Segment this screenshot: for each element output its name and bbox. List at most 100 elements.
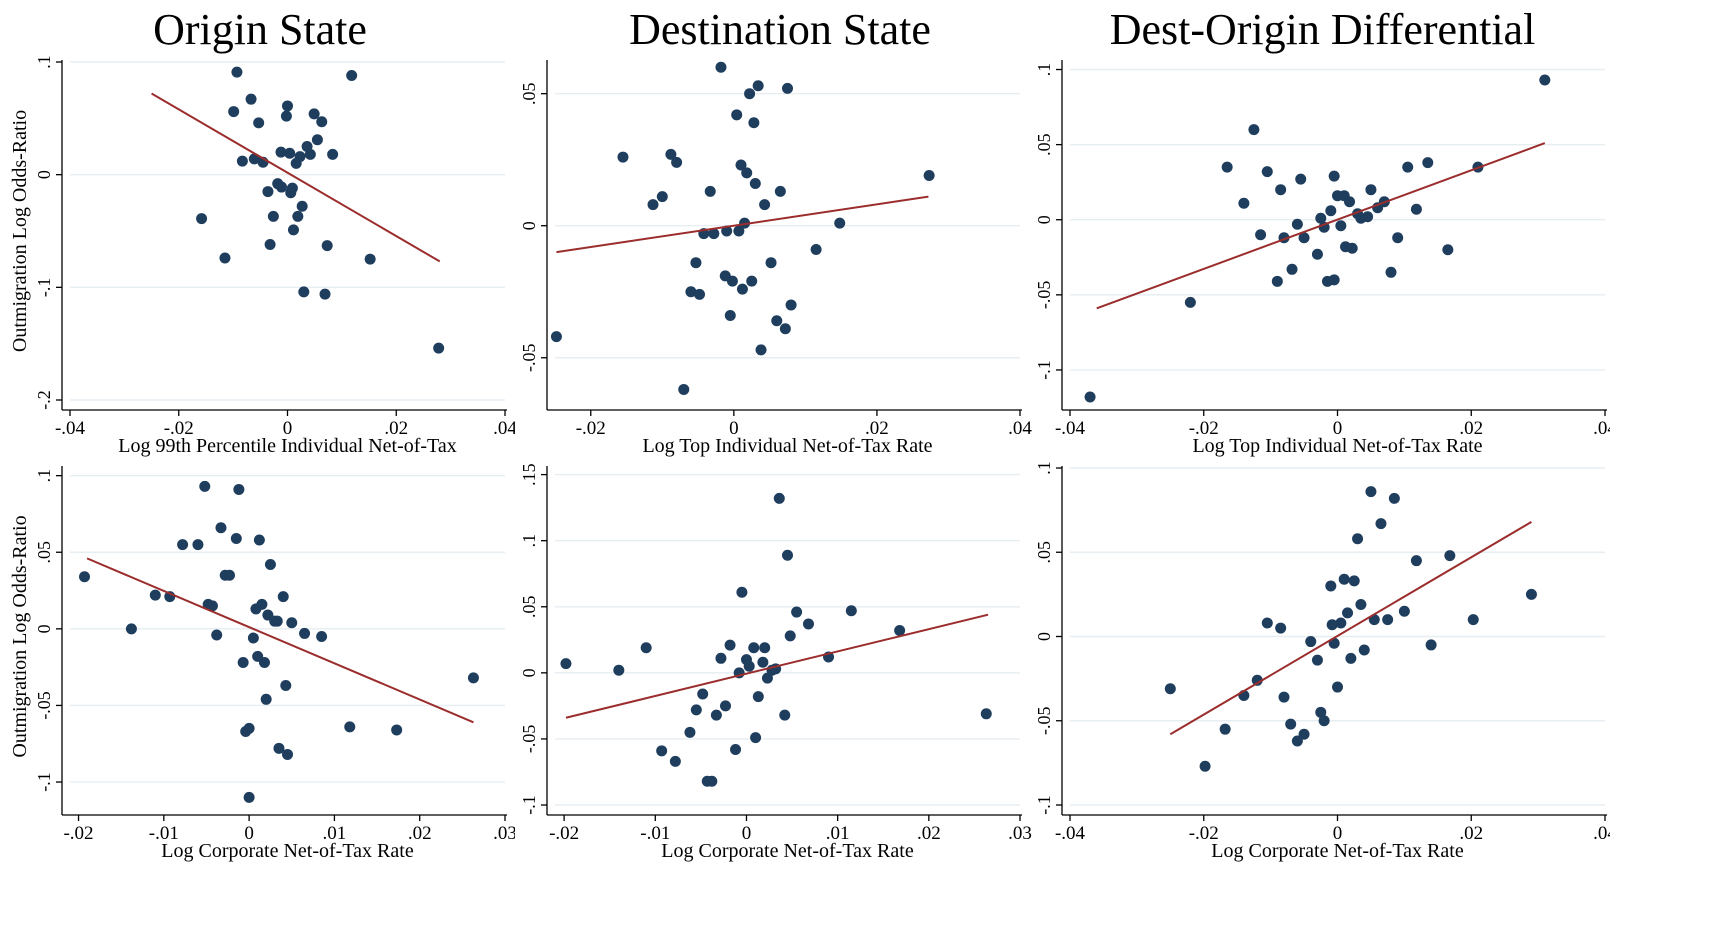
data-point bbox=[292, 210, 304, 222]
x-axis-label: Log Corporate Net-of-Tax Rate bbox=[161, 840, 414, 862]
data-point bbox=[782, 549, 793, 561]
data-point bbox=[280, 110, 292, 122]
fit-line bbox=[151, 92, 441, 263]
data-point bbox=[1525, 588, 1537, 600]
data-point bbox=[1539, 74, 1551, 86]
data-point bbox=[743, 660, 755, 672]
data-point bbox=[467, 672, 479, 684]
destination-corporate-scatter: -.1 -.05 0 .05 .1 .15 -.02 -.01 0 .01 .02 .03 Log Co… bbox=[519, 463, 1032, 862]
data-point bbox=[1342, 607, 1354, 619]
data-point bbox=[759, 199, 771, 211]
data-point bbox=[980, 708, 992, 720]
data-point bbox=[656, 191, 668, 203]
data-point bbox=[1442, 244, 1454, 256]
data-point bbox=[298, 286, 310, 298]
data-point bbox=[1275, 622, 1287, 634]
data-point bbox=[231, 66, 243, 78]
data-point bbox=[785, 299, 797, 311]
data-point bbox=[1255, 229, 1267, 241]
data-point bbox=[1467, 614, 1479, 626]
data-point bbox=[253, 117, 265, 129]
data-point bbox=[731, 109, 743, 121]
data-point bbox=[364, 253, 376, 265]
x-tick-label: -.01 bbox=[149, 823, 179, 844]
data-point bbox=[1422, 157, 1434, 169]
y-axis-label: Outmigration Log Odds-Ratio bbox=[9, 110, 31, 352]
data-point bbox=[258, 657, 270, 669]
data-point bbox=[613, 664, 625, 676]
data-point bbox=[1238, 197, 1250, 209]
data-point bbox=[647, 199, 659, 211]
data-point bbox=[834, 217, 846, 229]
data-point bbox=[1335, 617, 1347, 629]
x-tick-label: 0 bbox=[244, 823, 254, 844]
data-point bbox=[715, 652, 727, 664]
data-point bbox=[749, 177, 761, 189]
data-point bbox=[277, 591, 289, 603]
data-point bbox=[1199, 760, 1211, 772]
data-point bbox=[736, 586, 748, 598]
y-tick-label: .05 bbox=[519, 82, 539, 105]
data-point bbox=[1328, 274, 1340, 286]
data-point bbox=[741, 167, 753, 179]
data-point bbox=[771, 315, 783, 327]
data-point bbox=[247, 632, 259, 644]
data-point bbox=[1221, 161, 1233, 173]
data-point bbox=[669, 755, 681, 767]
data-point bbox=[260, 693, 272, 705]
data-point bbox=[802, 618, 814, 630]
data-point bbox=[1402, 161, 1414, 173]
data-point bbox=[1326, 619, 1338, 631]
x-tick-label: .02 bbox=[408, 823, 432, 844]
data-point bbox=[287, 224, 299, 236]
x-tick-label: -.02 bbox=[576, 418, 606, 439]
data-point bbox=[765, 257, 777, 269]
y-tick-label: .1 bbox=[1035, 63, 1054, 77]
data-point bbox=[1385, 266, 1397, 278]
origin-individual-scatter: -.2 -.1 0 .1 -.04 -.02 0 .02 .04 Log 99th Percent… bbox=[9, 55, 515, 457]
x-tick-label: -.02 bbox=[549, 823, 579, 844]
data-point bbox=[304, 148, 316, 160]
data-point bbox=[1286, 263, 1298, 275]
x-axis-label: Log 99th Percentile Individual Net-of-Ta… bbox=[118, 435, 457, 457]
data-point bbox=[1444, 550, 1456, 562]
origin-corporate-scatter: -.1 -.05 0 .05 .1 -.02 -.01 0 .01 .02 .03 Log Corpo… bbox=[9, 466, 515, 862]
data-point bbox=[79, 571, 90, 583]
x-tick-label: .02 bbox=[917, 823, 941, 844]
data-point bbox=[245, 93, 257, 105]
data-point bbox=[346, 70, 358, 82]
data-point bbox=[736, 283, 748, 295]
data-point bbox=[311, 134, 323, 146]
data-point bbox=[125, 623, 137, 635]
y-tick-label: .1 bbox=[34, 55, 54, 69]
data-point bbox=[721, 225, 733, 237]
x-tick-label: .03 bbox=[493, 823, 515, 844]
data-point bbox=[1295, 173, 1307, 185]
data-point bbox=[294, 151, 306, 163]
data-point bbox=[1346, 242, 1358, 254]
y-tick-label: 0 bbox=[1035, 632, 1054, 641]
data-point bbox=[236, 155, 248, 167]
x-tick-label: 0 bbox=[1333, 418, 1343, 439]
y-tick-label: -.1 bbox=[34, 772, 54, 792]
data-point bbox=[1325, 205, 1337, 217]
data-point bbox=[206, 600, 218, 612]
data-point bbox=[1298, 728, 1310, 740]
data-point bbox=[237, 657, 249, 669]
data-point bbox=[1398, 605, 1410, 617]
y-tick-label: .05 bbox=[1035, 133, 1054, 156]
data-point bbox=[752, 80, 764, 92]
x-tick-label: -.02 bbox=[164, 418, 194, 439]
data-point bbox=[1335, 220, 1347, 232]
data-point bbox=[733, 225, 745, 237]
data-point bbox=[730, 743, 742, 755]
x-tick-label: 0 bbox=[742, 823, 752, 844]
data-point bbox=[750, 732, 762, 744]
data-point bbox=[779, 709, 791, 721]
y-tick-label: -.05 bbox=[1035, 707, 1054, 736]
data-point bbox=[690, 257, 702, 269]
x-tick-label: .04 bbox=[493, 418, 515, 439]
data-point bbox=[1365, 184, 1377, 196]
data-point bbox=[746, 275, 758, 287]
